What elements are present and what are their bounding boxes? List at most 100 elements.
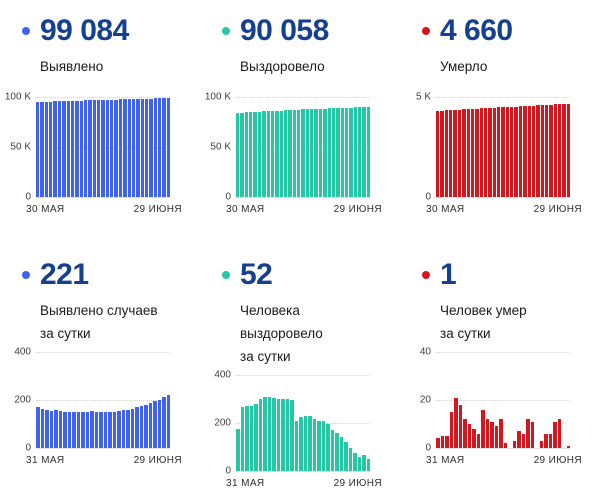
bar[interactable]: [92, 100, 97, 197]
bar[interactable]: [272, 397, 276, 471]
bar[interactable]: [153, 98, 158, 197]
bar[interactable]: [121, 410, 125, 448]
bar[interactable]: [514, 106, 518, 197]
bar[interactable]: [310, 109, 314, 197]
bar[interactable]: [249, 405, 253, 471]
bar[interactable]: [490, 421, 494, 448]
bar[interactable]: [536, 105, 540, 197]
bar[interactable]: [88, 100, 92, 197]
bar[interactable]: [444, 110, 449, 197]
bar[interactable]: [40, 101, 44, 197]
bar[interactable]: [505, 106, 510, 197]
bar[interactable]: [518, 106, 523, 197]
bar[interactable]: [527, 105, 531, 197]
bar[interactable]: [314, 108, 318, 197]
bar[interactable]: [457, 109, 462, 197]
bar[interactable]: [275, 110, 279, 197]
bar[interactable]: [267, 397, 271, 471]
bar[interactable]: [485, 419, 489, 448]
bar[interactable]: [40, 408, 44, 448]
bar[interactable]: [483, 108, 488, 197]
bar[interactable]: [308, 416, 312, 471]
bar[interactable]: [340, 107, 344, 197]
bar[interactable]: [436, 111, 440, 197]
bar[interactable]: [157, 399, 161, 448]
bar[interactable]: [294, 420, 298, 471]
bar[interactable]: [454, 397, 458, 448]
bar[interactable]: [353, 453, 357, 471]
bar[interactable]: [262, 111, 266, 197]
bar[interactable]: [76, 412, 80, 448]
bar[interactable]: [126, 409, 130, 448]
bar[interactable]: [79, 100, 83, 197]
bar[interactable]: [75, 100, 79, 197]
bar[interactable]: [144, 98, 149, 197]
bar[interactable]: [108, 412, 112, 448]
bar[interactable]: [244, 112, 249, 197]
bar[interactable]: [366, 458, 370, 471]
bar[interactable]: [36, 406, 40, 448]
bar[interactable]: [144, 404, 148, 448]
bar[interactable]: [63, 411, 67, 448]
bar[interactable]: [158, 98, 162, 197]
bar[interactable]: [112, 411, 116, 448]
bar[interactable]: [236, 429, 240, 471]
bar[interactable]: [305, 109, 310, 197]
bar[interactable]: [349, 107, 353, 197]
bar[interactable]: [353, 107, 358, 197]
bar[interactable]: [166, 394, 170, 448]
bar[interactable]: [283, 110, 288, 197]
bar[interactable]: [327, 108, 331, 197]
bar[interactable]: [362, 107, 366, 197]
bar[interactable]: [117, 411, 121, 448]
bar[interactable]: [492, 107, 497, 197]
bar[interactable]: [44, 101, 49, 197]
bar[interactable]: [263, 396, 267, 471]
bar[interactable]: [136, 98, 140, 197]
bar[interactable]: [240, 112, 244, 197]
bar[interactable]: [366, 106, 371, 197]
bar[interactable]: [458, 404, 462, 448]
bar[interactable]: [548, 433, 552, 448]
bar[interactable]: [540, 105, 544, 197]
bar[interactable]: [475, 108, 479, 197]
bar[interactable]: [290, 400, 294, 471]
bar[interactable]: [312, 419, 316, 471]
bar[interactable]: [526, 419, 530, 448]
bar[interactable]: [162, 98, 166, 197]
bar[interactable]: [257, 111, 262, 197]
bar[interactable]: [81, 412, 85, 448]
bar[interactable]: [90, 411, 94, 448]
bar[interactable]: [348, 448, 352, 471]
bar[interactable]: [127, 99, 131, 197]
bar[interactable]: [335, 432, 339, 471]
bar[interactable]: [279, 110, 283, 197]
bar[interactable]: [521, 433, 525, 448]
bar[interactable]: [553, 104, 558, 197]
bar[interactable]: [497, 107, 501, 197]
bar[interactable]: [494, 426, 498, 448]
bar[interactable]: [94, 411, 98, 448]
bar[interactable]: [258, 399, 262, 471]
bar[interactable]: [479, 108, 483, 197]
bar[interactable]: [299, 417, 303, 471]
bar[interactable]: [331, 108, 336, 197]
bar[interactable]: [503, 443, 507, 448]
bar[interactable]: [449, 110, 453, 197]
bar[interactable]: [110, 99, 114, 197]
bar[interactable]: [58, 411, 62, 448]
bar[interactable]: [240, 407, 244, 471]
bar[interactable]: [276, 399, 280, 471]
bar[interactable]: [303, 415, 307, 471]
bar[interactable]: [517, 431, 521, 448]
bar[interactable]: [166, 97, 171, 197]
bar[interactable]: [330, 430, 334, 471]
bar[interactable]: [292, 109, 297, 197]
bar[interactable]: [149, 98, 153, 197]
bar[interactable]: [449, 412, 453, 448]
bar[interactable]: [462, 109, 466, 197]
bar[interactable]: [466, 109, 470, 197]
bar[interactable]: [445, 436, 449, 448]
bar[interactable]: [510, 106, 514, 197]
bar[interactable]: [318, 108, 323, 197]
